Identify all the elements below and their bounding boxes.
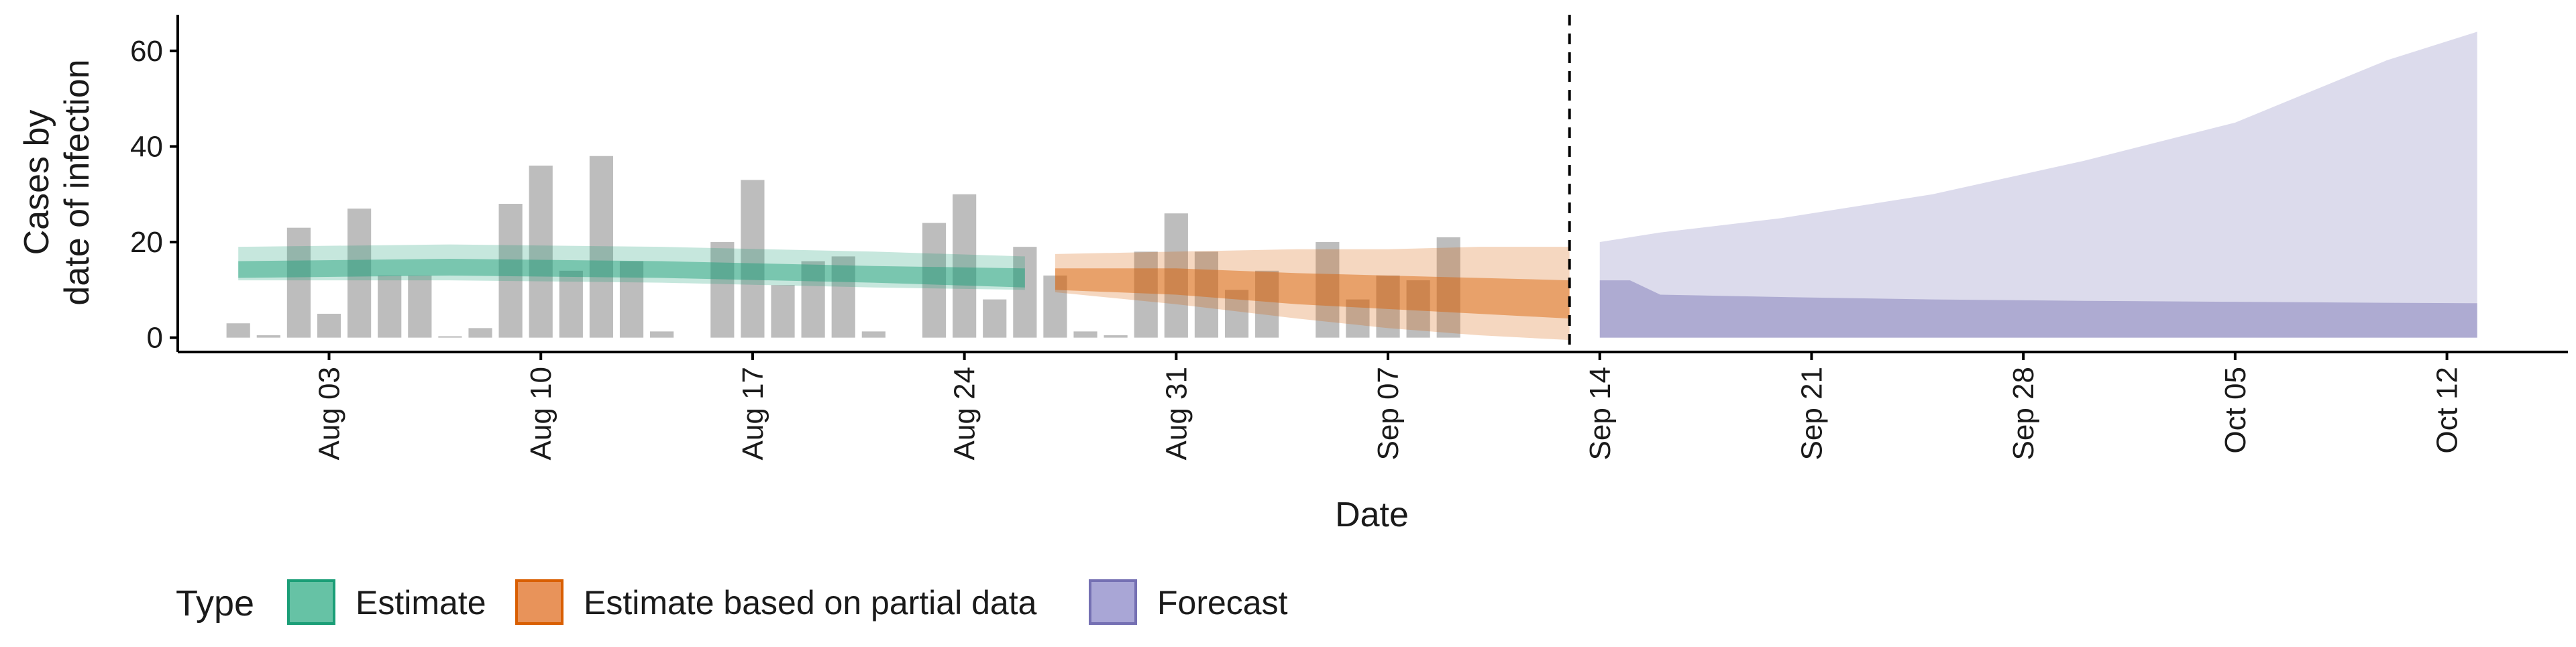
case-bar [1134, 251, 1158, 338]
y-tick-label: 20 [130, 226, 163, 259]
case-bar [498, 204, 523, 338]
legend-title: Type [176, 583, 254, 624]
case-bar [922, 223, 947, 338]
case-bar [1164, 213, 1188, 338]
y-tick-label: 60 [130, 35, 163, 68]
case-bar [861, 331, 885, 338]
band-group-3 [1599, 32, 2477, 338]
x-tick-label: Oct 12 [2431, 367, 2464, 454]
y-tick-label: 40 [130, 130, 163, 163]
y-axis-title-line-2: date of infection [58, 59, 97, 305]
legend-item: Estimate [287, 579, 486, 625]
case-bar [1376, 275, 1400, 338]
legend-label: Forecast [1157, 584, 1288, 622]
case-bar [378, 275, 402, 338]
x-tick-label: Aug 03 [313, 367, 346, 460]
band-group-2 [1055, 247, 1570, 341]
band-inner-interval [1599, 280, 2477, 338]
y-axis-title: Cases by date of infection [17, 59, 97, 305]
x-tick-label: Aug 31 [1160, 367, 1193, 460]
case-bar [953, 194, 977, 338]
x-tick-label: Aug 10 [525, 367, 557, 460]
case-bar [771, 285, 795, 338]
case-bar [1013, 247, 1037, 338]
x-tick-label: Sep 07 [1372, 367, 1405, 460]
case-bar [1104, 335, 1128, 338]
case-bar [831, 256, 855, 338]
bars-group [226, 156, 1460, 338]
case-bar [1255, 270, 1279, 338]
case-bar [1436, 237, 1460, 338]
band-inner-interval [1055, 268, 1570, 319]
x-tick-label: Sep 21 [1795, 367, 1828, 460]
case-bar [983, 299, 1007, 338]
legend-key [287, 579, 335, 625]
case-bar [226, 323, 250, 338]
x-axis-ticks: Aug 03 Aug 10 Aug 17 Aug 24 Aug 31 Sep 07 Sep … [313, 352, 2464, 460]
x-tick-label: Aug 17 [737, 367, 769, 460]
case-bar [1316, 242, 1340, 338]
legend-item: Estimate based on partial data [515, 579, 1037, 625]
case-bar [1406, 280, 1430, 338]
x-tick-label: Sep 28 [2007, 367, 2040, 460]
band-outer-interval [1599, 32, 2477, 338]
band-inner-interval [238, 258, 1025, 288]
case-bar [408, 275, 432, 338]
legend-key [1089, 579, 1137, 625]
x-tick-label: Sep 14 [1584, 367, 1617, 460]
legend-label: Estimate based on partial data [584, 584, 1037, 622]
case-bar [286, 227, 311, 338]
case-bar [589, 156, 614, 338]
case-bar [710, 242, 735, 338]
band-outer-interval [1055, 247, 1570, 341]
y-tick-label: 0 [147, 322, 163, 355]
case-bar [529, 165, 553, 338]
case-bar [1224, 290, 1249, 338]
case-bar [619, 261, 644, 338]
band-outer-interval [238, 244, 1025, 290]
x-tick-label: Oct 05 [2219, 367, 2252, 454]
legend-label: Estimate [356, 584, 486, 622]
case-bar [1194, 251, 1219, 338]
legend-key [515, 579, 564, 625]
case-bar [317, 313, 341, 338]
band-group-1 [238, 244, 1025, 290]
case-bar [741, 180, 765, 338]
x-axis-title: Date [1335, 495, 1409, 534]
case-bar [347, 209, 372, 338]
case-bar [650, 331, 674, 338]
y-axis-ticks: 0 20 40 60 [130, 35, 178, 355]
legend: Type Estimate Estimate based on partial da… [176, 579, 1288, 625]
case-bar [1346, 299, 1370, 338]
y-axis-title-line-1: Cases by [17, 110, 56, 255]
case-bar [468, 328, 492, 338]
case-bar [438, 336, 462, 338]
case-bar [1043, 275, 1067, 338]
case-bar [559, 270, 583, 338]
case-bar [1073, 331, 1097, 338]
case-bar [256, 335, 280, 338]
legend-item: Forecast [1089, 579, 1288, 625]
case-bar [801, 261, 825, 338]
x-tick-label: Aug 24 [949, 367, 981, 460]
